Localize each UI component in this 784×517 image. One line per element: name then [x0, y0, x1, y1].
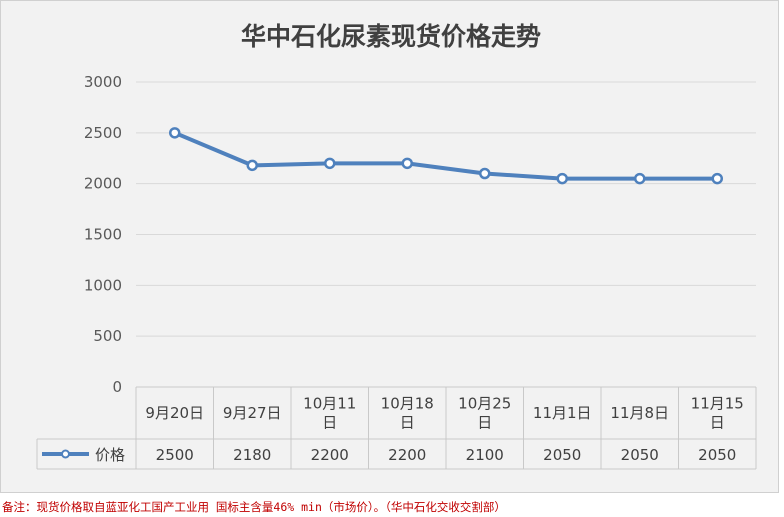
data-point — [479, 167, 491, 180]
data-label: 2200 — [388, 446, 426, 464]
data-point — [556, 172, 568, 185]
x-category-label: 11月8日 — [610, 404, 669, 422]
y-tick-label: 3000 — [84, 73, 122, 91]
chart-title: 华中石化尿素现货价格走势 — [241, 22, 541, 51]
data-point — [711, 172, 723, 185]
x-category-label: 9月20日 — [145, 404, 204, 422]
y-tick-label: 1000 — [84, 276, 122, 294]
y-tick-label: 1500 — [84, 226, 122, 244]
data-point — [401, 157, 413, 170]
data-label: 2050 — [621, 446, 659, 464]
legend-label: 价格 — [95, 446, 125, 464]
data-label: 2500 — [156, 446, 194, 464]
x-category-label: 日 — [322, 414, 337, 432]
y-tick-label: 2500 — [84, 124, 122, 142]
x-category-label: 11月1日 — [533, 404, 592, 422]
data-label: 2050 — [543, 446, 581, 464]
series-line — [172, 130, 720, 181]
x-category-label: 10月25 — [458, 395, 511, 413]
chart-area: 华中石化尿素现货价格走势 0 500 1000 1500 2000 2500 3000 9月… — [0, 0, 779, 493]
data-point — [246, 159, 258, 172]
x-category-label: 日 — [710, 414, 725, 432]
footnote: 备注：现货价格取自蓝亚化工国产工业用 国标主含量46% min（市场价）。（华中… — [2, 500, 506, 514]
x-category-label: 9月27日 — [223, 404, 282, 422]
data-label: 2100 — [466, 446, 504, 464]
data-label: 2180 — [233, 446, 271, 464]
y-tick-label: 0 — [112, 378, 122, 396]
x-category-label: 11月15 — [691, 395, 744, 413]
x-category-label: 日 — [477, 414, 492, 432]
data-label: 2050 — [698, 446, 736, 464]
data-point — [169, 127, 181, 139]
x-category-label: 日 — [400, 414, 415, 432]
data-point — [324, 157, 336, 170]
y-tick-label: 500 — [93, 327, 122, 345]
data-label: 2200 — [311, 446, 349, 464]
legend-marker — [61, 449, 70, 459]
data-point — [634, 172, 646, 185]
x-category-label: 10月11 — [303, 395, 356, 413]
line-chart: 华中石化尿素现货价格走势 0 500 1000 1500 2000 2500 3000 9月… — [36, 22, 757, 470]
y-tick-label: 2000 — [84, 175, 122, 193]
x-category-label: 10月18 — [381, 395, 434, 413]
